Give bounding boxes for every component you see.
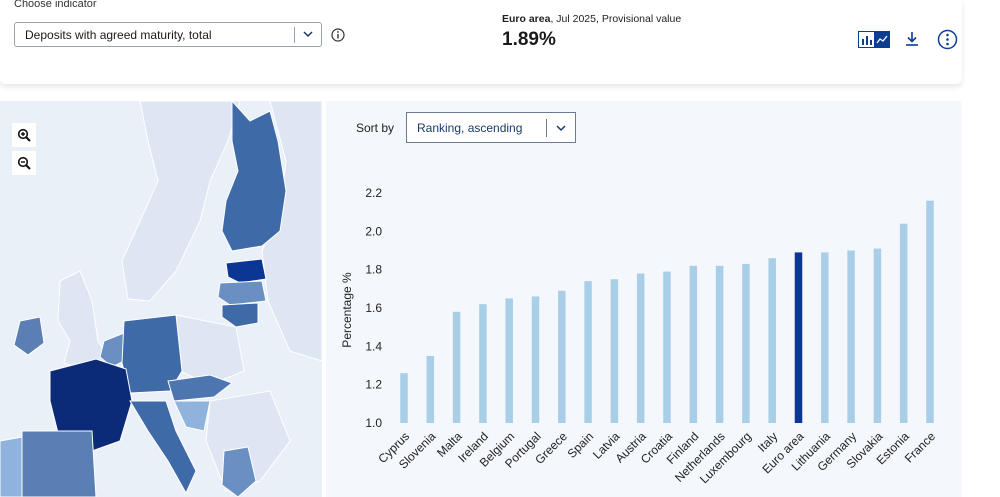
bar-greece[interactable] (558, 290, 566, 423)
bar-euro-area[interactable] (794, 252, 803, 423)
sort-dropdown[interactable]: Ranking, ascending (406, 112, 576, 143)
country-germany[interactable] (121, 314, 183, 394)
bar-slovakia[interactable] (873, 248, 882, 423)
more-icon[interactable] (937, 29, 958, 50)
bar-finland[interactable] (689, 265, 698, 423)
bar-slovenia[interactable] (426, 355, 435, 423)
bar-croatia[interactable] (663, 271, 671, 423)
bar-germany[interactable] (847, 250, 855, 424)
y-tick-label: 1.2 (365, 378, 382, 392)
country-croatia[interactable] (173, 400, 211, 432)
country-spain[interactable] (21, 430, 97, 497)
country-belgium[interactable] (99, 332, 129, 368)
bar-chart-view-button[interactable] (859, 32, 874, 47)
bar-netherlands[interactable] (715, 265, 724, 423)
y-tick-label: 1.4 (365, 339, 382, 353)
country-finland[interactable] (221, 101, 287, 252)
y-tick-label: 1.8 (365, 263, 382, 277)
line-chart-icon (875, 35, 888, 43)
bar-luxembourg[interactable] (742, 263, 750, 423)
country-lithuania[interactable] (221, 302, 259, 328)
bar-latvia[interactable] (610, 279, 619, 423)
zoom-in-button[interactable] (12, 123, 36, 147)
zoom-in-icon (17, 128, 31, 142)
euro-area-value: 1.89% (502, 29, 556, 50)
country-ireland[interactable] (13, 316, 45, 356)
sort-separator (546, 119, 547, 137)
euro-area-caption: Euro area, Jul 2025, Provisional value (502, 13, 681, 25)
country-latvia[interactable] (217, 280, 267, 306)
scandinavia-region (121, 101, 241, 302)
europe-map[interactable] (0, 101, 322, 497)
bar-spain[interactable] (584, 281, 592, 423)
y-tick-label: 1.0 (365, 416, 382, 430)
choose-indicator-label: Choose indicator (14, 0, 97, 10)
euro-area-region: Euro area (502, 13, 551, 25)
y-tick-label: 2.2 (365, 186, 382, 200)
x-tick-label: Spain (565, 429, 597, 461)
bar-estonia[interactable] (899, 223, 908, 423)
download-icon[interactable] (903, 30, 921, 48)
country-estonia[interactable] (225, 258, 267, 284)
indicator-header: Choose indicator Deposits with agreed ma… (0, 0, 962, 84)
info-icon[interactable] (331, 28, 345, 42)
country-italy[interactable] (129, 400, 197, 495)
bar-belgium[interactable] (505, 298, 513, 423)
bar-austria[interactable] (636, 273, 645, 424)
zoom-out-icon (17, 156, 31, 170)
bar-france[interactable] (926, 200, 934, 423)
country-slovakia[interactable] (167, 374, 234, 402)
bar-ireland[interactable] (479, 304, 487, 423)
indicator-value: Deposits with agreed maturity, total (25, 28, 212, 42)
bar-malta[interactable] (452, 311, 461, 423)
bar-chart: Percentage % 1.01.21.41.61.82.02.2Cyprus… (340, 186, 939, 486)
bar-portugal[interactable] (531, 296, 540, 424)
country-france[interactable] (49, 358, 133, 452)
euro-area-detail: , Jul 2025, Provisional value (550, 13, 682, 25)
zoom-out-button[interactable] (12, 151, 36, 175)
bar-cyprus[interactable] (400, 373, 408, 423)
y-axis-label: Percentage % (340, 272, 354, 348)
y-tick-label: 2.0 (365, 224, 382, 238)
sort-value: Ranking, ascending (417, 121, 523, 135)
bar-italy[interactable] (768, 258, 776, 423)
chevron-down-icon (556, 125, 566, 132)
chevron-down-icon (303, 31, 313, 38)
country-portugal[interactable] (0, 436, 23, 497)
line-chart-view-button[interactable] (874, 32, 889, 47)
bar-lithuania[interactable] (821, 252, 829, 423)
y-tick-label: 1.6 (365, 301, 382, 315)
country-greece[interactable] (221, 446, 257, 497)
view-toggle[interactable] (858, 31, 890, 48)
dropdown-separator (294, 27, 295, 43)
indicator-dropdown[interactable]: Deposits with agreed maturity, total (14, 22, 322, 47)
x-tick-label: France (902, 429, 939, 466)
ranking-chart-panel: Sort by Ranking, ascending Percentage % … (326, 101, 962, 497)
bar-chart-icon (861, 35, 872, 45)
sort-by-label: Sort by (356, 121, 395, 135)
map-canvas[interactable] (0, 101, 322, 497)
